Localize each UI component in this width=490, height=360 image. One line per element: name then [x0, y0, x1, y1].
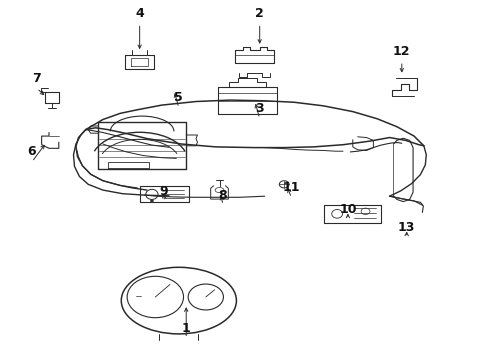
Text: 12: 12: [393, 45, 411, 58]
Text: 7: 7: [32, 72, 41, 85]
Ellipse shape: [150, 200, 153, 202]
Text: 3: 3: [255, 102, 264, 115]
Text: 11: 11: [283, 181, 300, 194]
Text: 2: 2: [255, 7, 264, 20]
Text: 1: 1: [182, 322, 191, 335]
Text: 10: 10: [339, 203, 357, 216]
Text: 4: 4: [135, 7, 144, 20]
Text: 9: 9: [160, 185, 169, 198]
Text: 13: 13: [398, 221, 416, 234]
Text: 5: 5: [174, 91, 183, 104]
Text: 8: 8: [219, 189, 227, 202]
Text: 6: 6: [27, 145, 36, 158]
